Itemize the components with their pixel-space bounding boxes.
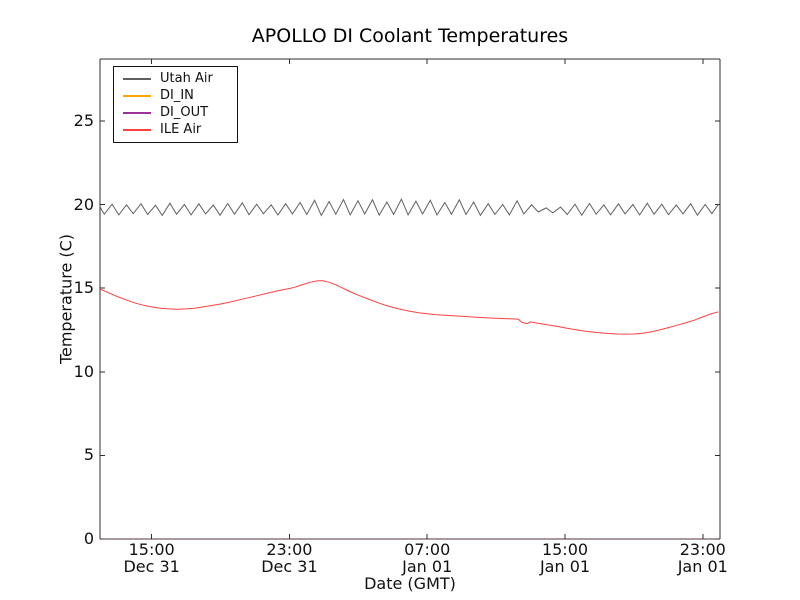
series-line-utah-air [99, 198, 719, 217]
x-tick-date: Jan 01 [539, 557, 591, 576]
legend-item-di-out: DI_OUT [114, 104, 237, 121]
chart-title: APOLLO DI Coolant Temperatures [251, 25, 569, 47]
legend-item-ile-air: ILE Air [114, 121, 237, 138]
legend-box: Utah Air DI_IN DI_OUT ILE Air [113, 66, 238, 143]
x-tick-time: 23:00 [679, 540, 726, 559]
legend-line-utah-air [123, 77, 151, 80]
x-tick-label-1500-jan01: 15:00 Jan 01 [510, 542, 620, 575]
x-tick-label-1500-dec31: 15:00 Dec 31 [97, 542, 207, 575]
y-tick-label-10: 10 [73, 361, 94, 381]
y-tick-label-15: 15 [73, 278, 94, 298]
x-tick-label-0700-jan01: 07:00 Jan 01 [372, 542, 482, 575]
y-axis-label: Temperature (C) [56, 233, 76, 365]
legend-item-utah-air: Utah Air [114, 70, 237, 87]
legend-label: DI_IN [160, 88, 194, 103]
legend-item-di-in: DI_IN [114, 87, 237, 104]
x-tick-time: 15:00 [128, 540, 175, 559]
y-tick-label-20: 20 [73, 194, 94, 214]
legend-label: ILE Air [160, 122, 202, 137]
x-tick-date: Jan 01 [677, 557, 728, 576]
x-tick-date: Dec 31 [123, 557, 180, 576]
legend-line-di-in [123, 94, 151, 97]
y-tick-label-25: 25 [73, 110, 94, 130]
x-tick-date: Dec 31 [261, 557, 318, 576]
x-axis-label: Date (GMT) [364, 574, 456, 593]
x-tick-time: 23:00 [266, 540, 313, 559]
legend-label: Utah Air [160, 71, 213, 86]
x-tick-time: 15:00 [541, 540, 589, 559]
x-tick-date: Jan 01 [402, 557, 453, 576]
y-tick-label-5: 5 [83, 445, 94, 465]
legend-label: DI_OUT [160, 105, 209, 120]
x-tick-time: 07:00 [404, 540, 451, 559]
legend-line-di-out [123, 111, 151, 114]
x-tick-label-2300-dec31: 23:00 Dec 31 [234, 542, 344, 575]
x-tick-label-2300-jan01: 23:00 Jan 01 [648, 542, 758, 575]
series-line-ile-air [99, 280, 719, 335]
legend-line-ile-air [123, 128, 151, 131]
y-tick-label-0: 0 [83, 529, 94, 548]
